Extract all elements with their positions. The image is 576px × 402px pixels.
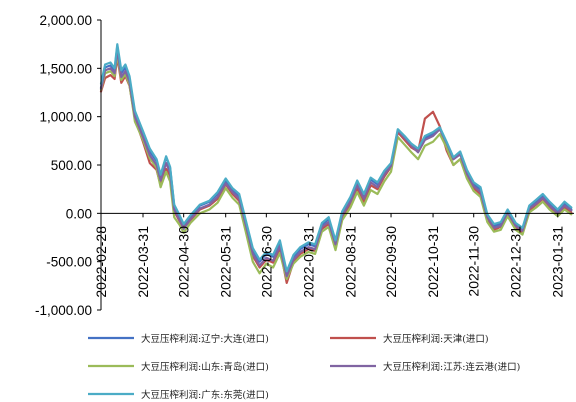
- legend-label: 大豆压榨利润:江苏:连云港(进口): [383, 361, 520, 373]
- y-tick-label: 2,000.00: [39, 13, 92, 28]
- x-tick-label: 2022-07-31: [300, 226, 316, 298]
- y-tick-label: -500.00: [46, 255, 92, 270]
- legend: 大豆压榨利润:辽宁:大连(进口) 大豆压榨利润:天津(进口) 大豆压榨利润:山东:青…: [88, 333, 520, 401]
- x-tick-label: 2022-04-30: [176, 226, 192, 298]
- y-axis-ticks: 2,000.00 1,500.00 1,000.00 500.00 0.00 -500.0…: [35, 13, 101, 318]
- y-tick-label: 500.00: [51, 158, 92, 173]
- x-tick-label: 2022-09-30: [383, 226, 399, 298]
- y-tick-label: 1,000.00: [39, 110, 92, 125]
- x-tick-label: 2022-12-31: [508, 226, 524, 298]
- x-tick-label: 2022-02-28: [93, 226, 109, 298]
- y-tick-label: 1,500.00: [39, 61, 92, 76]
- series-line-5: [99, 43, 573, 273]
- series-line-4: [99, 48, 573, 278]
- plot-area: [99, 43, 573, 284]
- y-tick-label: -1,000.00: [35, 303, 92, 318]
- series-line-3: [99, 52, 573, 281]
- legend-label: 大豆压榨利润:广东:东莞(进口): [141, 389, 269, 401]
- legend-label: 大豆压榨利润:辽宁:大连(进口): [141, 333, 269, 345]
- legend-label: 大豆压榨利润:山东:青岛(进口): [141, 361, 269, 373]
- x-tick-label: 2022-11-30: [466, 226, 482, 297]
- legend-label: 大豆压榨利润:天津(进口): [383, 333, 489, 345]
- x-axis-ticks: 2022-02-28 2022-03-31 2022-04-30 2022-05-31…: [93, 213, 566, 298]
- x-tick-label: 2022-03-31: [135, 226, 151, 298]
- x-tick-label: 2022-06-30: [258, 226, 274, 298]
- x-tick-label: 2022-10-31: [425, 226, 441, 298]
- x-tick-label: 2023-01-31: [550, 226, 566, 298]
- x-tick-label: 2022-05-31: [218, 226, 234, 298]
- y-tick-label: 0.00: [66, 206, 92, 221]
- x-tick-label: 2022-08-31: [342, 226, 358, 298]
